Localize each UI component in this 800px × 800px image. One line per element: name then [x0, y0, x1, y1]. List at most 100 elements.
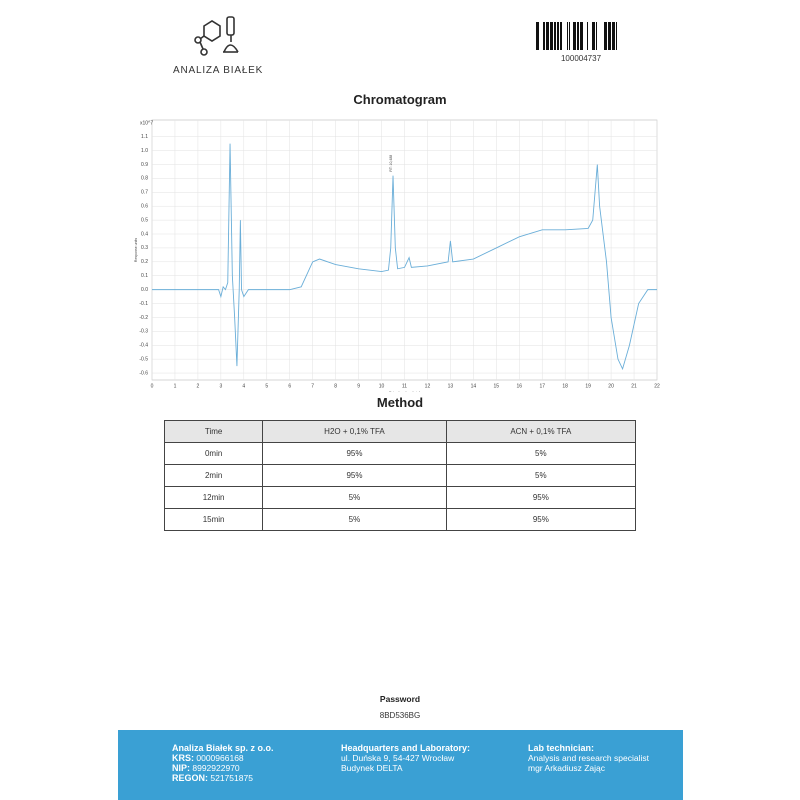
x-tick-label: 18: [562, 383, 568, 389]
y-tick-label: -0.4: [139, 343, 148, 349]
x-tick-label: 0: [151, 383, 154, 389]
chart-title: Chromatogram: [353, 92, 447, 107]
company-line: REGON: 521751875: [172, 773, 274, 783]
logo-icon: [194, 16, 239, 56]
table-row: 0min 95% 5%: [163, 442, 637, 465]
method-table: Time H2O + 0,1% TFA ACN + 0,1% TFA 0min 95% 5…: [163, 420, 637, 531]
x-tick-label: 14: [471, 383, 477, 389]
table-row: 15min 5% 95%: [163, 508, 637, 531]
x-tick-label: 15: [494, 383, 500, 389]
y-tick-label: 0.8: [141, 176, 148, 182]
company-key: KRS:: [172, 753, 194, 763]
trace: [152, 143, 657, 371]
x-tick-label: 8: [334, 383, 337, 389]
x-tick-label: 5: [265, 383, 268, 389]
table-cell: 95%: [262, 464, 447, 487]
y-tick-label: -0.6: [139, 370, 148, 376]
barcode-bar: [580, 22, 583, 50]
barcode-bar: [604, 22, 607, 50]
x-tick-label: 12: [425, 383, 431, 389]
y-tick-label: -0.1: [139, 301, 148, 307]
company-value: 8992922970: [192, 763, 240, 773]
x-tick-label: 21: [631, 383, 637, 389]
table-cell: 0min: [163, 442, 264, 465]
barcode-bar: [577, 22, 579, 50]
company-value: 0000966168: [196, 753, 244, 763]
y-tick-label: 0.2: [141, 259, 148, 265]
barcode-bar: [569, 22, 570, 50]
y-tick-label: 0.7: [141, 190, 148, 196]
table-cell: 95%: [262, 442, 447, 465]
x-tick-label: 2: [197, 383, 200, 389]
y-tick-label: 0.5: [141, 217, 148, 223]
lab-title: Lab technician:: [528, 743, 595, 753]
table-cell: 5%: [445, 464, 637, 487]
x-tick-label: 11: [402, 383, 407, 389]
table-cell: 5%: [445, 442, 637, 465]
y-tick-label: 0.3: [141, 245, 148, 251]
lab-line: mgr Arkadiusz Zając: [528, 763, 605, 773]
table-header-row: Time H2O + 0,1% TFA ACN + 0,1% TFA: [163, 420, 637, 443]
barcode-bar: [543, 22, 545, 50]
table-cell: 95%: [445, 508, 637, 531]
x-tick-label: 22: [654, 383, 660, 389]
company-line: NIP: 8992922970: [172, 763, 274, 773]
table-row: 2min 95% 5%: [163, 464, 637, 487]
table-header-cell: H2O + 0,1% TFA: [262, 420, 447, 443]
password-value: 8BD536BG: [379, 711, 421, 720]
barcode-bar: [554, 22, 556, 50]
lab-line: Analysis and research specialist: [528, 753, 649, 763]
table-cell: 12min: [163, 486, 264, 509]
hq-line: Budynek DELTA: [341, 763, 403, 773]
barcode-bar: [546, 22, 549, 50]
barcode-bar: [587, 22, 588, 50]
lab-lines: Analysis and research specialist mgr Arka…: [528, 753, 649, 773]
y-tick-label: -0.5: [139, 356, 148, 362]
y-scale-label: x10^7: [140, 120, 153, 126]
table-row: 12min 5% 95%: [163, 486, 637, 509]
x-tick-label: 17: [539, 383, 545, 389]
logo-text: ANALIZA BIAŁEK: [173, 65, 264, 76]
company-name: Analiza Białek sp. z o.o.: [172, 743, 274, 753]
company-line: KRS: 0000966168: [172, 753, 274, 763]
y-tick-label: -0.2: [139, 315, 148, 321]
y-axis-label: Response units: [134, 238, 138, 262]
y-tick-label: 0.6: [141, 204, 148, 210]
barcode-bar: [560, 22, 562, 50]
y-tick-label: 1.1: [141, 134, 148, 140]
company-key: REGON:: [172, 773, 208, 783]
table-cell: 5%: [262, 486, 447, 509]
hq-lines: ul. Duńska 9, 54-427 Wrocław Budynek DELT…: [341, 753, 470, 773]
y-tick-label: 0.9: [141, 162, 148, 168]
barcode-bar: [557, 22, 559, 50]
x-tick-label: 1: [174, 383, 177, 389]
method-title: Method: [376, 395, 424, 410]
barcode-bar: [608, 22, 611, 50]
table-cell: 15min: [163, 508, 264, 531]
barcode-bar: [616, 22, 617, 50]
x-tick-label: 9: [357, 383, 360, 389]
hq-line: ul. Duńska 9, 54-427 Wrocław: [341, 753, 455, 763]
y-tick-label: 0.0: [141, 287, 148, 293]
x-tick-label: 3: [219, 383, 222, 389]
x-tick-label: 7: [311, 383, 314, 389]
y-tick-label: 1.0: [141, 148, 148, 154]
barcode-bar: [536, 22, 539, 50]
barcode-number: 100004737: [560, 54, 602, 63]
peak-annotation: RT: 10,488: [389, 155, 393, 172]
x-tick-label: 10: [379, 383, 385, 389]
company-key: NIP:: [172, 763, 190, 773]
password-label: Password: [379, 694, 421, 704]
y-tick-label: -0.3: [139, 329, 148, 335]
table-header-cell: ACN + 0,1% TFA: [445, 420, 637, 443]
table-header-cell: Time: [163, 420, 264, 443]
company-lines: KRS: 0000966168 NIP: 8992922970 REGON: 521…: [172, 753, 274, 783]
x-axis-label: Retention time [min]: [389, 391, 420, 392]
x-tick-label: 4: [242, 383, 245, 389]
x-tick-label: 6: [288, 383, 291, 389]
table-cell: 2min: [163, 464, 264, 487]
barcode-bar: [567, 22, 568, 50]
x-tick-label: 16: [516, 383, 522, 389]
barcode-bar: [596, 22, 597, 50]
